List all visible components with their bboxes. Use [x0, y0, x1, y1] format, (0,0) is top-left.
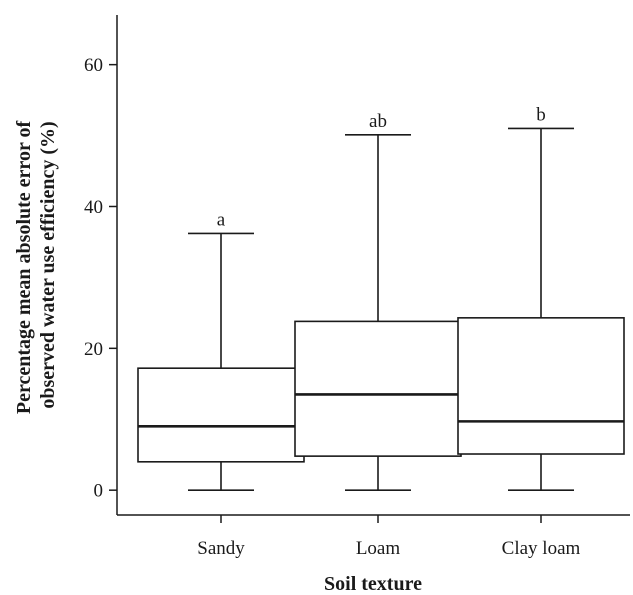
iqr-box [294, 320, 462, 457]
y-tick-label: 0 [94, 481, 104, 502]
x-tick-label: Loam [356, 538, 401, 559]
plot-frame [116, 15, 630, 516]
x-axis-ticks: Sandy Loam Clay loam [197, 515, 581, 559]
significance-letter: b [536, 104, 546, 125]
y-tick-label: 20 [84, 339, 103, 360]
x-tick-label: Sandy [197, 538, 245, 559]
box-series: a ab b [137, 104, 625, 491]
significance-letter: a [217, 209, 226, 230]
y-axis-title: Percentage mean absolute error of observ… [13, 116, 59, 414]
x-axis-title: Soil texture [324, 573, 422, 595]
iqr-box [137, 367, 305, 463]
y-axis-title-line-2: observed water use efficiency (%) [37, 121, 59, 408]
y-tick-label: 40 [84, 197, 103, 218]
box-loam: ab [294, 111, 462, 491]
box-clay-loam: b [457, 104, 625, 491]
x-tick-label: Clay loam [502, 538, 581, 559]
significance-letter: ab [369, 111, 387, 132]
iqr-box [457, 317, 625, 455]
y-axis-ticks: 0 20 40 60 [84, 55, 117, 502]
box-sandy: a [137, 209, 305, 491]
y-tick-label: 60 [84, 55, 103, 76]
y-axis-title-line-1: Percentage mean absolute error of [13, 121, 35, 415]
